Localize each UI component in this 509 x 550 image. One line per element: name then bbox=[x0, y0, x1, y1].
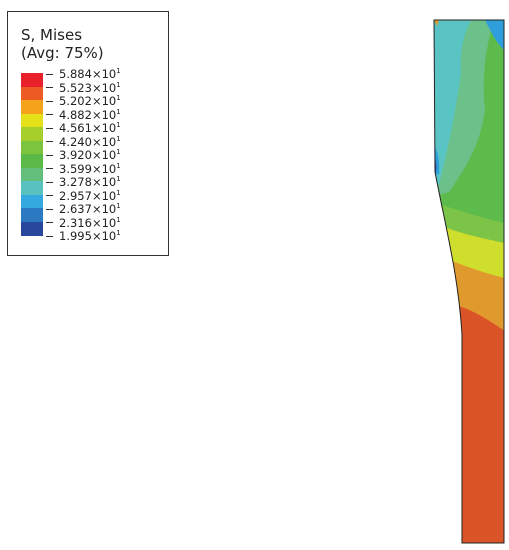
legend-tick-label: 1.995×101 bbox=[59, 229, 121, 243]
legend-tick-label: 3.599×101 bbox=[59, 161, 121, 176]
legend-tick-label: 5.523×101 bbox=[59, 80, 121, 95]
legend-swatch bbox=[21, 86, 43, 101]
legend-tick-label: 4.240×101 bbox=[59, 134, 121, 149]
legend-tick-label: 5.202×101 bbox=[59, 94, 121, 108]
contour-band-blue bbox=[485, 20, 504, 50]
legend-tick: 5.884×101 bbox=[46, 67, 121, 81]
legend-tick-mark bbox=[46, 114, 53, 115]
legend-tick: 5.523×101 bbox=[46, 80, 121, 95]
legend-title: S, Mises bbox=[21, 26, 83, 44]
legend-tick-label: 4.561×101 bbox=[59, 121, 121, 135]
fea-model-contour bbox=[433, 19, 505, 544]
legend-tick: 3.599×101 bbox=[46, 161, 121, 176]
legend-swatch bbox=[21, 113, 43, 128]
legend-tick-label: 5.884×101 bbox=[59, 67, 121, 81]
model-outline bbox=[433, 19, 505, 544]
legend-tick-mark bbox=[46, 235, 53, 237]
legend-tick-mark bbox=[46, 208, 53, 210]
legend-subtitle: (Avg: 75%) bbox=[21, 44, 104, 62]
legend-tick: 5.202×101 bbox=[46, 94, 121, 108]
legend-tick: 1.995×101 bbox=[46, 229, 121, 243]
legend-tick-label: 4.882×101 bbox=[59, 107, 121, 122]
legend-swatch bbox=[21, 181, 43, 195]
legend-tick-mark bbox=[46, 73, 53, 75]
contour-band-corner bbox=[434, 20, 439, 26]
legend-swatch bbox=[21, 167, 43, 182]
legend-tick-label: 3.278×101 bbox=[59, 175, 121, 189]
legend-tick: 3.278×101 bbox=[46, 175, 121, 189]
legend-tick: 2.637×101 bbox=[46, 202, 121, 216]
legend-swatch bbox=[21, 208, 43, 222]
legend-tick-mark bbox=[46, 222, 53, 223]
contour-legend: S, Mises (Avg: 75%) 5.884×101 5.523×101 5.… bbox=[7, 11, 169, 256]
legend-swatch bbox=[21, 73, 43, 87]
legend-tick: 3.920×101 bbox=[46, 148, 121, 162]
contour-band-cyan bbox=[434, 20, 475, 189]
legend-swatch bbox=[21, 127, 43, 141]
legend-tick-mark bbox=[46, 195, 53, 196]
legend-tick-mark bbox=[46, 127, 53, 129]
legend-tick-label: 2.637×101 bbox=[59, 202, 121, 216]
legend-tick-mark bbox=[46, 154, 53, 156]
legend-tick-mark bbox=[46, 141, 53, 142]
legend-tick: 4.240×101 bbox=[46, 134, 121, 149]
legend-tick: 4.882×101 bbox=[46, 107, 121, 122]
legend-tick-label: 2.957×101 bbox=[59, 188, 121, 203]
legend-tick-label: 2.316×101 bbox=[59, 215, 121, 230]
legend-tick-mark bbox=[46, 168, 53, 169]
legend-swatch bbox=[21, 154, 43, 168]
legend-tick-mark bbox=[46, 87, 53, 88]
legend-tick-mark bbox=[46, 100, 53, 102]
legend-swatch bbox=[21, 194, 43, 209]
legend-swatch bbox=[21, 100, 43, 114]
legend-tick-mark bbox=[46, 181, 53, 183]
legend-tick: 4.561×101 bbox=[46, 121, 121, 135]
legend-swatch bbox=[21, 140, 43, 155]
legend-tick-label: 3.920×101 bbox=[59, 148, 121, 162]
legend-swatch bbox=[21, 221, 43, 236]
legend-tick: 2.957×101 bbox=[46, 188, 121, 203]
legend-tick: 2.316×101 bbox=[46, 215, 121, 230]
